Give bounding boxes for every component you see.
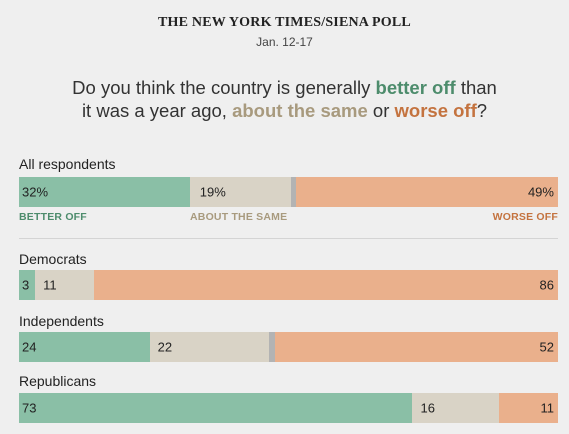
bar-segment-better-off: 24 xyxy=(19,332,150,362)
question-text-2: than xyxy=(455,77,497,98)
data-label-worse-off: 52 xyxy=(539,339,554,355)
group-label-democrats: Democrats xyxy=(19,251,87,267)
question-text-3: it was a year ago, xyxy=(81,100,233,121)
data-label-better-off: 3 xyxy=(22,277,30,293)
data-label-about-same: 16 xyxy=(420,400,435,416)
poll-question: Do you think the country is generally be… xyxy=(0,76,569,122)
data-label-better-off: 73 xyxy=(22,400,37,416)
bar-segment-worse-off: 49% xyxy=(296,177,558,207)
data-label-worse-off: 86 xyxy=(539,277,554,293)
data-label-worse-off: 49% xyxy=(527,184,554,200)
group-label-all-respondents: All respondents xyxy=(19,156,116,172)
bar-independents: 24 22 52 xyxy=(19,332,558,362)
poll-source-title: THE NEW YORK TIMES/SIENA POLL xyxy=(158,15,411,30)
group-label-independents: Independents xyxy=(19,313,104,329)
legend-about-the-same: ABOUT THE SAME xyxy=(190,211,288,223)
data-label-about-same: 22 xyxy=(157,339,173,355)
bar-segment-about-same: 19% xyxy=(189,177,292,207)
bar-segment-better-off: 73 xyxy=(19,393,413,423)
question-text-4: or xyxy=(367,100,395,121)
bar-segment-worse-off: 52 xyxy=(274,332,558,362)
bar-segment-worse-off: 86 xyxy=(94,270,558,300)
bar-segment-better-off: 3 xyxy=(19,270,36,300)
question-about-same: about the same xyxy=(232,100,368,121)
bar-segment-about-same: 22 xyxy=(149,332,270,362)
bar-segment-worse-off: 11 xyxy=(498,393,558,423)
bar-segment-better-off: 32% xyxy=(19,177,190,207)
data-label-worse-off: 11 xyxy=(540,400,554,416)
bar-segment-about-same: 16 xyxy=(412,393,499,423)
question-text-5: ? xyxy=(476,100,488,121)
poll-dates: Jan. 12-17 xyxy=(256,35,313,49)
bar-all-respondents: 32% 19% 49% xyxy=(19,177,558,207)
bar-segment-about-same: 11 xyxy=(35,270,95,300)
data-label-about-same: 11 xyxy=(43,277,57,293)
question-text-1: Do you think the country is generally xyxy=(72,77,376,98)
data-label-better-off: 32% xyxy=(22,184,49,200)
divider xyxy=(19,238,558,239)
legend-better-off: BETTER OFF xyxy=(19,211,87,223)
bar-segment-unsure xyxy=(291,177,297,207)
bar-republicans: 73 16 11 xyxy=(19,393,558,423)
group-label-republicans: Republicans xyxy=(19,373,97,389)
data-label-about-same: 19% xyxy=(199,184,226,200)
bar-democrats: 3 11 86 xyxy=(19,270,558,300)
question-worse-off: worse off xyxy=(394,100,477,121)
bar-segment-unsure xyxy=(269,332,275,362)
legend-worse-off: WORSE OFF xyxy=(492,211,558,223)
data-label-better-off: 24 xyxy=(22,339,37,355)
question-better-off: better off xyxy=(375,77,456,98)
